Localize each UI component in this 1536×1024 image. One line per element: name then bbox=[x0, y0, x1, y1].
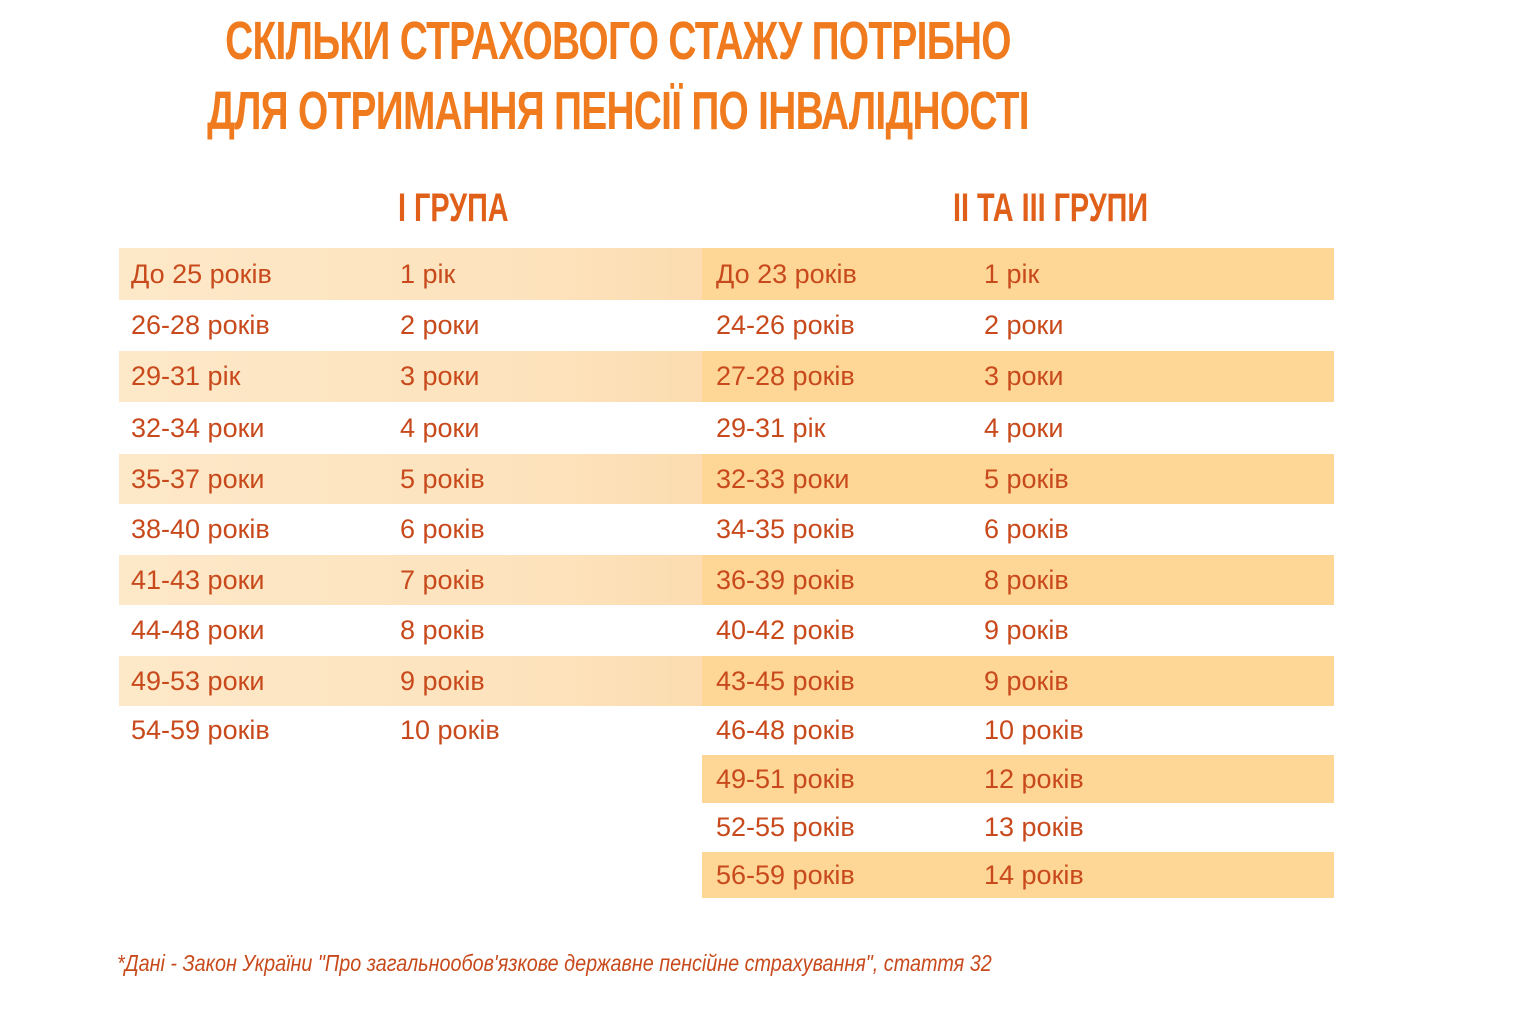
years-cell: 5 років bbox=[400, 463, 485, 494]
age-cell: 49-51 років bbox=[716, 763, 855, 794]
table-row: 38-40 років 6 років bbox=[119, 504, 702, 555]
age-cell: 35-37 роки bbox=[131, 463, 265, 494]
table-row: 27-28 років 3 роки bbox=[702, 351, 1334, 402]
table-row: 49-51 років 12 років bbox=[702, 755, 1334, 803]
years-cell: 8 років bbox=[400, 615, 485, 645]
years-cell: 10 років bbox=[984, 715, 1084, 745]
table-row: 32-34 роки 4 роки bbox=[119, 402, 702, 454]
age-cell: 56-59 років bbox=[716, 859, 855, 890]
table-row: 44-48 роки 8 років bbox=[119, 605, 702, 656]
table-row: До 23 років 1 рік bbox=[702, 248, 1334, 300]
years-cell: 4 роки bbox=[400, 412, 480, 443]
age-cell: 49-53 роки bbox=[131, 665, 265, 696]
age-cell: 32-34 роки bbox=[131, 412, 265, 443]
years-cell: 2 роки bbox=[984, 310, 1064, 340]
years-cell: 10 років bbox=[400, 714, 500, 745]
age-cell: 46-48 років bbox=[716, 715, 855, 745]
source-footnote: *Дані - Закон України "Про загальнообов'… bbox=[117, 950, 992, 976]
age-cell: До 23 років bbox=[716, 258, 857, 289]
age-cell: 26-28 років bbox=[131, 310, 270, 340]
years-cell: 13 років bbox=[984, 812, 1084, 842]
table-row: 29-31 рік 3 роки bbox=[119, 351, 702, 402]
years-cell: 12 років bbox=[984, 763, 1084, 794]
table-row: 29-31 рік 4 роки bbox=[702, 402, 1334, 454]
page-title-line-2: ДЛЯ ОТРИМАННЯ ПЕНСІЇ ПО ІНВАЛІДНОСТІ bbox=[207, 81, 1029, 141]
table-row: 43-45 років 9 років bbox=[702, 656, 1334, 706]
page-title-line-1: СКІЛЬКИ СТРАХОВОГО СТАЖУ ПОТРІБНО bbox=[225, 11, 1011, 71]
years-cell: 9 років bbox=[984, 615, 1069, 645]
group-1-table: До 25 років 1 рік 26-28 років 2 роки 29-… bbox=[119, 248, 702, 754]
age-cell: 32-33 роки bbox=[716, 463, 850, 494]
age-cell: 41-43 роки bbox=[131, 564, 265, 595]
years-cell: 8 років bbox=[984, 564, 1069, 595]
table-row: 46-48 років 10 років bbox=[702, 706, 1334, 755]
age-cell: 36-39 років bbox=[716, 564, 855, 595]
years-cell: 2 роки bbox=[400, 310, 480, 340]
years-cell: 6 років bbox=[400, 514, 485, 544]
table-row: 34-35 років 6 років bbox=[702, 504, 1334, 555]
age-cell: 38-40 років bbox=[131, 514, 270, 544]
table-row: 32-33 роки 5 років bbox=[702, 454, 1334, 504]
table-row: 24-26 років 2 роки bbox=[702, 300, 1334, 351]
table-row: 40-42 років 9 років bbox=[702, 605, 1334, 656]
years-cell: 1 рік bbox=[984, 258, 1040, 289]
age-cell: 52-55 років bbox=[716, 812, 855, 842]
years-cell: 1 рік bbox=[400, 258, 456, 289]
years-cell: 9 років bbox=[984, 665, 1069, 696]
age-cell: 54-59 років bbox=[131, 714, 270, 745]
years-cell: 9 років bbox=[400, 665, 485, 696]
table-row: 49-53 роки 9 років bbox=[119, 656, 702, 706]
years-cell: 3 роки bbox=[984, 361, 1064, 391]
group-1-header: І ГРУПА bbox=[398, 186, 509, 230]
table-row: 36-39 років 8 років bbox=[702, 555, 1334, 605]
age-cell: 34-35 років bbox=[716, 514, 855, 544]
age-cell: 24-26 років bbox=[716, 310, 855, 340]
age-cell: 40-42 років bbox=[716, 615, 855, 645]
table-row: До 25 років 1 рік bbox=[119, 248, 702, 300]
group-2-3-header: ІІ ТА ІІІ ГРУПИ bbox=[953, 186, 1149, 230]
age-cell: 44-48 роки bbox=[131, 615, 265, 645]
years-cell: 3 роки bbox=[400, 361, 480, 391]
table-row: 56-59 років 14 років bbox=[702, 852, 1334, 898]
age-cell: 29-31 рік bbox=[716, 412, 826, 443]
age-cell: 43-45 років bbox=[716, 665, 855, 696]
table-row: 52-55 років 13 років bbox=[702, 803, 1334, 852]
age-cell: До 25 років bbox=[131, 258, 272, 289]
table-row: 54-59 років 10 років bbox=[119, 706, 702, 754]
table-row: 35-37 роки 5 років bbox=[119, 454, 702, 504]
years-cell: 4 роки bbox=[984, 412, 1064, 443]
years-cell: 7 років bbox=[400, 564, 485, 595]
years-cell: 6 років bbox=[984, 514, 1069, 544]
table-row: 41-43 роки 7 років bbox=[119, 555, 702, 605]
age-cell: 27-28 років bbox=[716, 361, 855, 391]
table-row: 26-28 років 2 роки bbox=[119, 300, 702, 351]
years-cell: 14 років bbox=[984, 859, 1084, 890]
years-cell: 5 років bbox=[984, 463, 1069, 494]
age-cell: 29-31 рік bbox=[131, 361, 241, 391]
group-2-3-table: До 23 років 1 рік 24-26 років 2 роки 27-… bbox=[702, 248, 1334, 898]
